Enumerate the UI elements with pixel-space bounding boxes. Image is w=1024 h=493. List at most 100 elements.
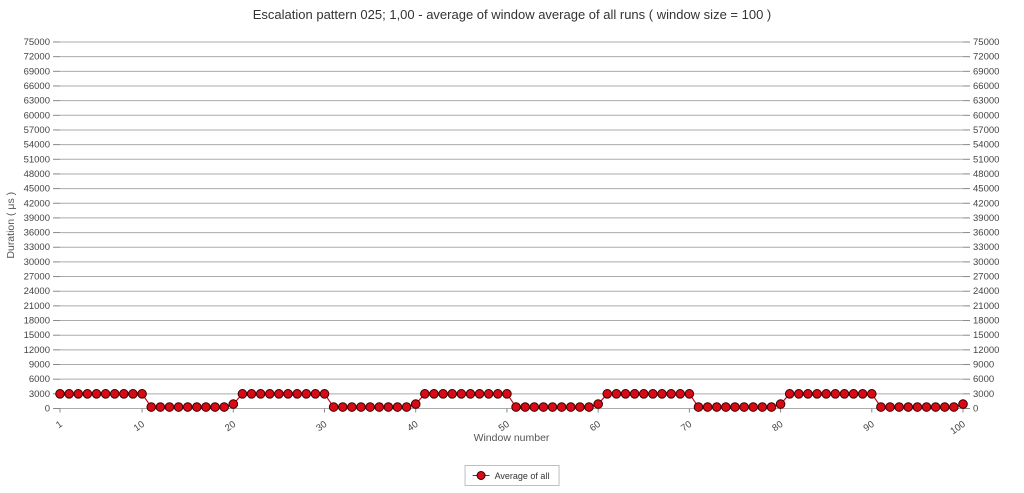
y-tick-label-right: 3000 <box>973 389 994 400</box>
data-point <box>392 402 403 412</box>
y-tick-label-left: 33000 <box>24 242 50 253</box>
data-point <box>182 402 193 412</box>
y-tick-label-right: 24000 <box>973 286 999 297</box>
x-axis-title: Window number <box>474 432 550 444</box>
y-tick-label-left: 75000 <box>24 37 50 48</box>
data-point <box>611 389 622 399</box>
y-tick-label-right: 51000 <box>973 154 999 165</box>
y-tick-label-left: 54000 <box>24 140 50 151</box>
data-point <box>292 389 302 399</box>
data-point <box>693 402 704 412</box>
data-point <box>283 389 293 399</box>
y-tick-label-right: 45000 <box>973 184 999 195</box>
x-tick-label: 40 <box>405 419 420 434</box>
data-point <box>465 389 476 399</box>
y-tick-label-left: 15000 <box>24 330 50 341</box>
y-tick-label-right: 66000 <box>973 81 999 92</box>
data-point <box>173 402 184 412</box>
data-point <box>456 389 467 399</box>
data-point <box>164 402 175 412</box>
data-point <box>529 402 540 412</box>
data-point <box>246 389 257 399</box>
y-tick-label-left: 27000 <box>24 272 50 283</box>
data-point <box>502 389 512 399</box>
data-point <box>775 399 786 409</box>
y-tick-label-left: 51000 <box>24 154 50 165</box>
data-point <box>538 402 549 412</box>
data-point <box>319 389 330 399</box>
data-point <box>803 389 813 399</box>
y-tick-label-right: 69000 <box>973 66 999 77</box>
y-tick-label-right: 42000 <box>973 198 999 209</box>
y-tick-label-left: 48000 <box>24 169 50 180</box>
data-point <box>648 389 658 399</box>
y-tick-label-right: 33000 <box>973 242 999 253</box>
y-tick-label-left: 21000 <box>24 301 50 312</box>
data-point <box>128 389 138 399</box>
y-tick-label-left: 66000 <box>24 81 50 92</box>
data-point <box>839 389 850 399</box>
data-point <box>921 402 932 412</box>
y-tick-label-right: 48000 <box>973 169 999 180</box>
data-point <box>794 389 804 399</box>
data-point <box>666 389 676 399</box>
data-point <box>821 389 831 399</box>
y-tick-label-left: 9000 <box>29 360 50 371</box>
data-point <box>657 389 667 399</box>
y-tick-label-right: 21000 <box>973 301 999 312</box>
y-tick-label-right: 57000 <box>973 125 999 136</box>
data-point <box>365 402 375 412</box>
data-point <box>684 389 695 399</box>
y-tick-label-left: 24000 <box>24 286 50 297</box>
data-point <box>711 402 722 412</box>
data-point <box>857 389 868 399</box>
data-point <box>629 389 640 399</box>
y-tick-label-right: 72000 <box>973 52 999 63</box>
data-point <box>274 389 284 399</box>
data-point <box>575 402 585 412</box>
data-point <box>73 389 84 399</box>
x-tick-label: 10 <box>132 419 147 434</box>
data-point <box>939 402 950 412</box>
data-point <box>328 402 339 412</box>
data-point <box>739 402 749 412</box>
x-tick-label: 80 <box>770 419 785 434</box>
data-point <box>383 402 394 412</box>
data-point <box>483 389 494 399</box>
data-point <box>930 402 941 412</box>
y-tick-label-left: 39000 <box>24 213 50 224</box>
data-point <box>374 402 385 412</box>
x-tick-label: 70 <box>679 419 694 434</box>
x-tick-label: 100 <box>948 419 967 437</box>
y-tick-label-right: 63000 <box>973 96 999 107</box>
y-tick-label-right: 60000 <box>973 110 999 121</box>
data-point <box>64 389 74 399</box>
y-tick-label-left: 12000 <box>24 345 50 356</box>
data-point <box>192 402 202 412</box>
data-point <box>675 389 686 399</box>
y-tick-label-right: 12000 <box>973 345 999 356</box>
y-tick-label-right: 30000 <box>973 257 999 268</box>
data-point <box>155 402 166 412</box>
data-point <box>584 402 594 412</box>
data-point <box>420 389 430 399</box>
y-tick-label-right: 27000 <box>973 272 999 283</box>
data-point <box>119 389 129 399</box>
x-tick-label: 30 <box>314 419 329 434</box>
data-point <box>310 389 321 399</box>
data-point <box>620 389 631 399</box>
y-tick-label-right: 15000 <box>973 330 999 341</box>
x-tick-label: 50 <box>497 419 512 434</box>
data-point <box>830 389 841 399</box>
y-tick-label-left: 57000 <box>24 125 50 136</box>
legend-series-marker-icon <box>472 471 490 480</box>
data-point <box>912 402 923 412</box>
data-point <box>100 389 111 399</box>
data-point <box>347 402 357 412</box>
legend: Average of all <box>464 465 560 486</box>
y-tick-label-left: 45000 <box>24 184 50 195</box>
data-point <box>255 389 266 399</box>
data-point <box>474 389 485 399</box>
data-point <box>438 389 448 399</box>
